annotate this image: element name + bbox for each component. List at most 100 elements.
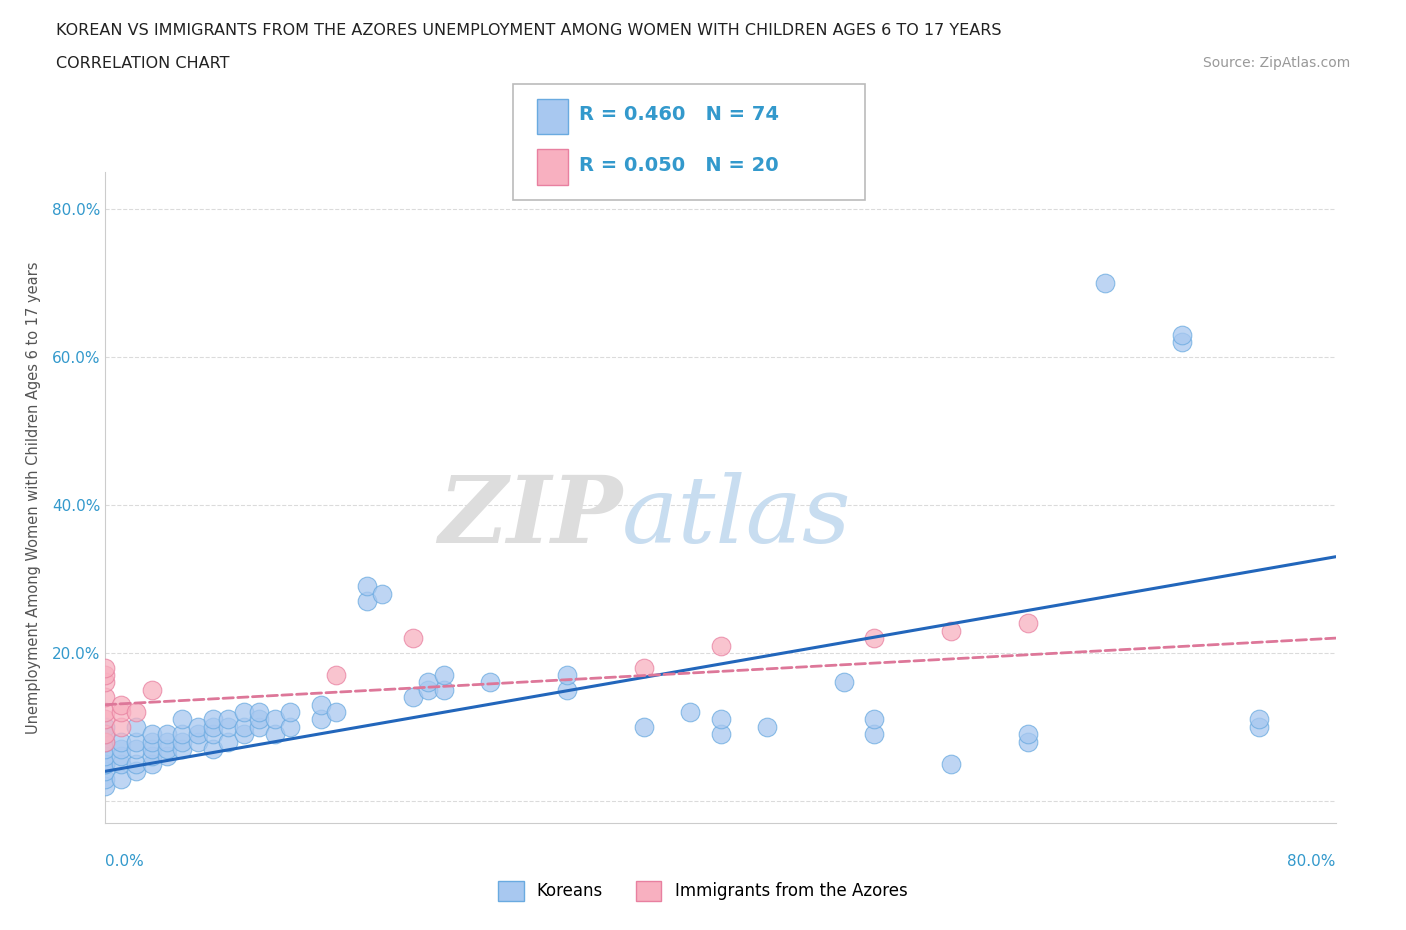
Point <box>94 741 117 756</box>
Point <box>402 690 425 705</box>
Point <box>247 712 270 727</box>
Point <box>1094 275 1116 290</box>
Y-axis label: Unemployment Among Women with Children Ages 6 to 17 years: Unemployment Among Women with Children A… <box>25 261 41 734</box>
Point <box>94 668 117 683</box>
Point <box>141 735 163 750</box>
Point <box>94 675 117 690</box>
Point <box>863 712 886 727</box>
Point <box>141 727 163 742</box>
Point <box>418 675 440 690</box>
Point <box>356 593 378 608</box>
Point <box>110 698 132 712</box>
Point <box>94 771 117 786</box>
Point <box>1017 727 1039 742</box>
Text: CORRELATION CHART: CORRELATION CHART <box>56 56 229 71</box>
Point <box>94 756 117 771</box>
Point <box>633 720 655 735</box>
Point <box>187 735 209 750</box>
Point <box>402 631 425 645</box>
Point <box>187 727 209 742</box>
Point <box>371 586 394 601</box>
Point <box>202 720 225 735</box>
Point <box>94 705 117 720</box>
Point <box>94 690 117 705</box>
Point <box>156 749 179 764</box>
Point <box>110 756 132 771</box>
Point <box>232 720 254 735</box>
Text: KOREAN VS IMMIGRANTS FROM THE AZORES UNEMPLOYMENT AMONG WOMEN WITH CHILDREN AGES: KOREAN VS IMMIGRANTS FROM THE AZORES UNE… <box>56 23 1001 38</box>
Point <box>110 749 132 764</box>
Point <box>325 668 347 683</box>
Point <box>263 727 285 742</box>
Point <box>202 741 225 756</box>
Point <box>110 735 132 750</box>
Point <box>94 727 117 742</box>
Point <box>555 668 578 683</box>
Point <box>679 705 702 720</box>
Point <box>710 638 733 653</box>
Point <box>94 720 117 735</box>
Point <box>325 705 347 720</box>
Point <box>941 623 963 638</box>
Point <box>633 660 655 675</box>
Point <box>202 727 225 742</box>
Point <box>356 578 378 593</box>
Point <box>94 735 117 750</box>
Point <box>125 735 148 750</box>
Point <box>710 727 733 742</box>
Point <box>125 764 148 778</box>
Point <box>110 705 132 720</box>
Point <box>1247 712 1270 727</box>
Point <box>141 741 163 756</box>
Point <box>309 712 332 727</box>
Text: 0.0%: 0.0% <box>105 854 145 869</box>
Point <box>141 749 163 764</box>
Text: Source: ZipAtlas.com: Source: ZipAtlas.com <box>1202 56 1350 70</box>
Point <box>433 683 456 698</box>
Point <box>94 735 117 750</box>
Text: 80.0%: 80.0% <box>1288 854 1336 869</box>
Point <box>94 712 117 727</box>
Point <box>1017 616 1039 631</box>
Point <box>218 712 240 727</box>
Point <box>278 720 301 735</box>
Point <box>247 705 270 720</box>
Point <box>478 675 501 690</box>
Point <box>110 771 132 786</box>
Point <box>110 741 132 756</box>
Text: R = 0.460   N = 74: R = 0.460 N = 74 <box>579 104 779 124</box>
Point <box>94 660 117 675</box>
Point <box>418 683 440 698</box>
Point <box>232 727 254 742</box>
Point <box>156 735 179 750</box>
Point <box>263 712 285 727</box>
Point <box>156 727 179 742</box>
Point <box>125 741 148 756</box>
Point <box>141 683 163 698</box>
Point <box>172 735 194 750</box>
Point <box>755 720 778 735</box>
Point <box>94 727 117 742</box>
Point <box>94 756 117 771</box>
Point <box>863 727 886 742</box>
Point <box>941 756 963 771</box>
Point <box>94 749 117 764</box>
Point <box>218 735 240 750</box>
Point <box>110 720 132 735</box>
Point <box>125 720 148 735</box>
Point <box>555 683 578 698</box>
Text: ZIP: ZIP <box>437 472 621 562</box>
Point <box>172 712 194 727</box>
Point <box>94 778 117 793</box>
Text: R = 0.050   N = 20: R = 0.050 N = 20 <box>579 156 779 175</box>
Point <box>1171 335 1194 350</box>
Point <box>172 727 194 742</box>
Point <box>172 741 194 756</box>
Point <box>125 705 148 720</box>
Point <box>433 668 456 683</box>
Point <box>232 705 254 720</box>
Point <box>247 720 270 735</box>
Legend: Koreans, Immigrants from the Azores: Koreans, Immigrants from the Azores <box>492 874 914 908</box>
Text: atlas: atlas <box>621 472 852 562</box>
Point <box>309 698 332 712</box>
